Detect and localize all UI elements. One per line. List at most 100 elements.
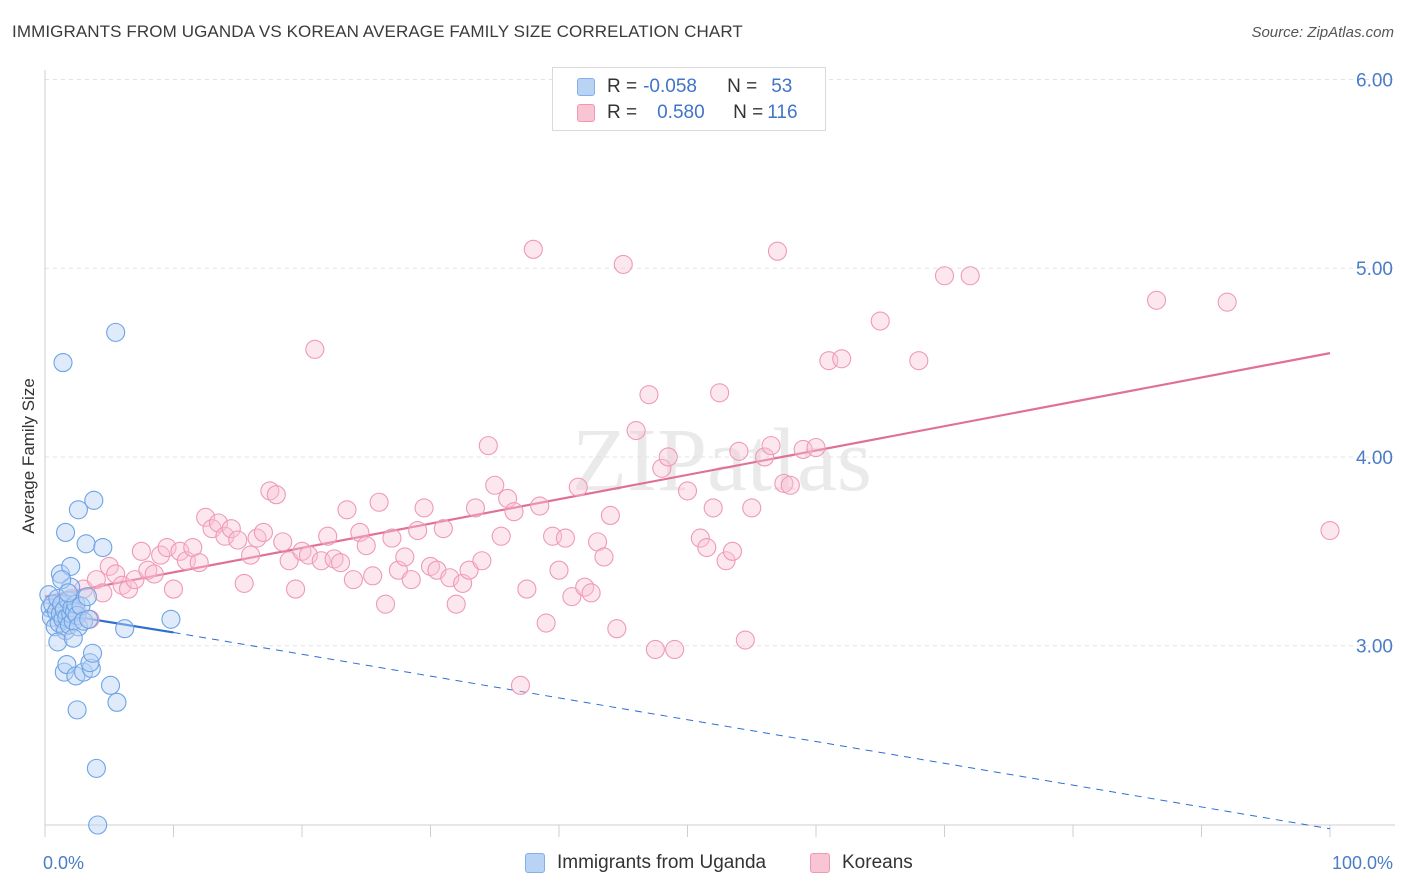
point-koreans-46 [343,570,363,590]
point-uganda-52 [115,619,135,639]
point-koreans-120 [1320,520,1340,541]
point-uganda-40 [76,534,96,554]
point-koreans-55 [401,570,421,590]
point-koreans-61 [440,568,460,588]
point-koreans-40 [305,339,325,359]
point-koreans-78 [549,560,569,580]
point-koreans-16 [151,545,171,565]
point-koreans-115 [909,351,929,371]
series-swatch-koreans [810,853,830,873]
point-koreans-101 [722,541,743,561]
x-tick-label-1: 100.0% [1332,853,1393,873]
point-koreans-89 [626,420,646,441]
point-koreans-54 [395,547,415,567]
point-koreans-35 [273,532,293,552]
point-uganda-33 [67,700,87,720]
point-koreans-85 [594,547,614,567]
point-koreans-111 [806,437,826,458]
point-koreans-62 [446,594,466,614]
point-uganda-44 [77,587,97,607]
point-koreans-9 [106,564,126,584]
point-uganda-31 [63,628,83,648]
point-koreans-117 [960,266,980,286]
chart-title: IMMIGRANTS FROM UGANDA VS KOREAN AVERAGE… [12,22,743,41]
point-koreans-37 [286,579,306,599]
point-koreans-71 [504,502,524,522]
point-koreans-52 [382,528,402,548]
point-koreans-93 [658,447,678,467]
point-uganda-48 [88,815,108,835]
point-koreans-95 [677,481,698,501]
legend-r-label: R = [607,102,638,123]
point-koreans-18 [163,579,184,599]
point-koreans-60 [433,519,453,539]
point-uganda-51 [107,692,127,712]
point-koreans-26 [215,526,235,546]
source-credit: Source: ZipAtlas.com [1251,24,1394,41]
point-koreans-92 [652,458,672,478]
point-koreans-105 [755,447,775,467]
point-koreans-8 [99,556,119,576]
legend-r-label: R = [607,76,638,97]
point-koreans-64 [459,560,479,580]
point-koreans-107 [767,241,788,261]
legend-n-value-koreans: 116 [767,102,798,123]
legend-n-label: N = [727,76,758,97]
legend-swatch-koreans [577,104,595,122]
point-uganda-25 [48,632,68,652]
point-uganda-37 [58,583,78,603]
point-koreans-15 [144,564,164,584]
y-axis-label: Average Family Size [19,378,38,534]
series-name-uganda: Immigrants from Uganda [557,852,767,873]
y-tick-label-3: 6.00 [1356,70,1393,91]
point-uganda-41 [79,609,99,629]
point-koreans-28 [228,530,248,550]
point-koreans-17 [157,537,177,558]
legend-n-value-uganda: 53 [771,76,793,97]
point-koreans-57 [414,498,434,518]
series-legend: Immigrants from Uganda Koreans [0,852,1406,878]
point-koreans-118 [1146,290,1167,310]
point-koreans-90 [639,385,659,405]
point-koreans-23 [196,507,216,527]
point-koreans-65 [465,498,486,518]
point-koreans-34 [266,485,286,505]
point-uganda-53 [106,322,126,342]
point-koreans-19 [170,541,190,561]
point-koreans-72 [510,675,531,695]
point-koreans-22 [189,553,209,573]
point-uganda-43 [84,490,104,510]
series-swatch-uganda [525,853,545,873]
correlation-legend: R = -0.058 N = 53 R = 0.580 N = 116 [552,67,826,131]
point-koreans-99 [710,383,730,403]
point-koreans-113 [832,349,852,369]
point-uganda-50 [100,675,121,695]
point-koreans-48 [356,536,376,556]
point-uganda-26 [50,564,70,584]
point-koreans-87 [607,619,627,639]
point-koreans-76 [536,613,556,633]
series-name-koreans: Koreans [842,852,913,873]
point-koreans-88 [613,254,633,274]
point-koreans-114 [870,311,890,331]
y-tick-label-2: 5.00 [1356,259,1393,280]
point-koreans-49 [363,566,383,586]
point-uganda-42 [81,658,101,678]
legend-swatch-uganda [577,78,595,96]
trend-line-extension-0 [173,631,1331,830]
point-koreans-45 [337,500,357,520]
point-koreans-86 [600,505,620,526]
point-koreans-7 [93,583,113,603]
point-koreans-50 [369,492,389,512]
point-koreans-79 [555,528,575,548]
point-koreans-51 [375,594,396,614]
point-koreans-69 [491,526,511,546]
y-tick-label-1: 4.00 [1356,448,1393,469]
legend-n-label: N = [733,102,764,123]
point-koreans-94 [665,639,685,660]
point-koreans-98 [703,498,723,518]
point-uganda-30 [61,556,81,576]
point-koreans-81 [568,477,588,497]
data-points [39,239,1340,835]
